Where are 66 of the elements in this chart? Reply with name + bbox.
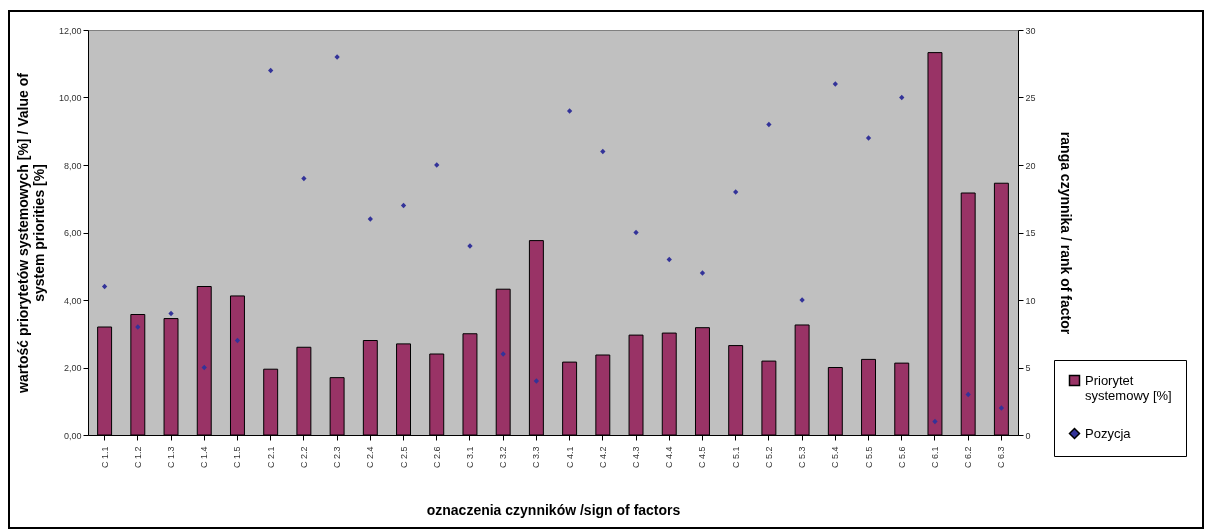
x-tick-label: C 3.2	[498, 446, 509, 469]
y2-axis-title: ranga czynnika / rank of factor	[1057, 131, 1074, 335]
y2-tick-label: 5	[1025, 363, 1031, 373]
point	[566, 108, 573, 114]
y-tick-label: 10,00	[58, 93, 82, 103]
x-tick-label: C 6.2	[963, 446, 974, 469]
x-tick-label: C 2.3	[332, 446, 343, 469]
point	[865, 135, 872, 141]
y-tick-label: 0,00	[63, 430, 82, 441]
x-tick-label: C 3.3	[531, 446, 542, 469]
y-tick-label: 6,00	[63, 228, 82, 238]
point	[666, 256, 672, 263]
x-tick-label: C 5.5	[863, 446, 874, 469]
x-tick-label: C 4.1	[564, 446, 575, 469]
x-tick-label: C 1.5	[232, 446, 243, 469]
x-tick-label: C 2.1	[265, 446, 276, 469]
x-tick-label: C 5.2	[763, 446, 774, 469]
x-axis-title: oznaczenia czynników /sign of factors	[426, 502, 681, 519]
x-tick-label: C 2.5	[398, 446, 409, 469]
y2-tick-label: 20	[1025, 160, 1036, 171]
x-tick-label: C 4.5	[697, 446, 708, 469]
x-tick-label: C 5.1	[730, 446, 741, 469]
x-tick-label: C 6.1	[929, 446, 940, 469]
x-tick-label: C 5.6	[896, 446, 907, 469]
point	[400, 202, 407, 209]
y-tick-label: 2,00	[63, 363, 82, 373]
x-tick-label: C 6.3	[996, 446, 1007, 469]
point	[998, 405, 1005, 411]
x-tick-label: C 1.4	[199, 446, 210, 469]
x-tick-label: C 4.2	[597, 446, 608, 469]
x-tick-label: C 5.4	[830, 446, 841, 469]
x-tick-label: C 1.1	[99, 446, 110, 469]
point	[899, 94, 905, 101]
point	[101, 283, 108, 290]
point	[766, 121, 772, 128]
y-tick-label: 12,00	[58, 25, 82, 36]
y2-tick-label: 10	[1025, 295, 1036, 306]
point	[168, 310, 174, 317]
x-tick-label: C 4.4	[664, 446, 675, 469]
y-tick-label: 8,00	[63, 160, 82, 171]
point	[234, 337, 241, 344]
y2-tick-label: 0	[1025, 430, 1031, 441]
point	[533, 378, 540, 384]
x-tick-label: C 2.2	[298, 446, 309, 469]
legend-label: Pozycja	[1085, 425, 1132, 441]
x-tick-label: C 4.3	[631, 446, 642, 469]
point	[699, 270, 706, 276]
point	[932, 418, 938, 425]
x-tick-label: C 2.6	[431, 446, 442, 469]
point	[201, 364, 207, 371]
point	[633, 229, 639, 236]
x-tick-label: C 2.4	[365, 446, 376, 469]
y2-tick-label: 25	[1025, 93, 1036, 103]
x-tick-label: C 1.2	[132, 446, 143, 469]
legend-label: Priorytet systemowy [%]	[1085, 372, 1172, 403]
point	[965, 391, 971, 398]
x-tick-label: C 5.3	[797, 446, 808, 469]
x-tick-label: C 1.3	[166, 446, 177, 469]
y2-tick-label: 30	[1025, 25, 1036, 36]
point	[600, 148, 606, 155]
y-tick-label: 4,00	[63, 295, 82, 306]
x-tick-label: C 3.1	[464, 446, 475, 469]
point	[268, 67, 274, 74]
point	[301, 175, 307, 182]
y-axis-title: wartość priorytetów systemowych [%] / Value of system priorities [%]	[14, 72, 47, 394]
y2-tick-label: 15	[1025, 228, 1036, 238]
